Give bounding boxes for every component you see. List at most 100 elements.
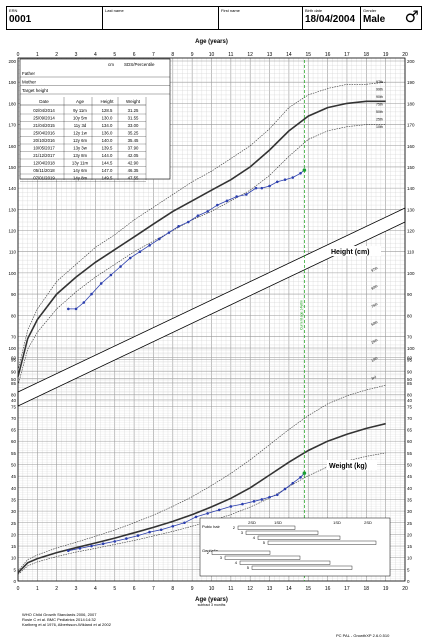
weight-measurement-point (78, 547, 82, 550)
height-y-tick-right: 130 (407, 207, 415, 212)
height-measurement-point (109, 273, 113, 277)
weight-y-tick-right: 15 (407, 544, 413, 549)
footer-refs: WHO Child Growth Standards 2006, 2007 Ro… (22, 612, 111, 627)
x-tick-bottom: 12 (247, 586, 253, 592)
height-y-tick-left: 140 (8, 186, 16, 191)
x-tick-bottom: 3 (75, 586, 78, 592)
weight-measurement-point (148, 530, 151, 534)
weight-y-tick-left: 85 (11, 381, 17, 386)
weight-y-tick-left: 100 (8, 346, 16, 351)
weight-measurement-point (260, 498, 264, 501)
table-cell: 05/11/2018 (33, 168, 55, 173)
weight-measurement-point (159, 528, 163, 532)
weight-y-tick-left: 45 (11, 474, 17, 479)
weight-latest-point (302, 471, 307, 475)
weight-measurement-point (90, 544, 93, 548)
table-cell: 21/12/2017 (33, 153, 55, 158)
x-tick-top: 3 (75, 52, 78, 58)
height-measurement-point (235, 195, 238, 198)
height-centile-label: 50th (376, 110, 383, 114)
bottom-axis-title: Age (years) (195, 597, 228, 603)
x-tick-bottom: 19 (383, 586, 389, 592)
height-centile-label: 90th (376, 95, 383, 99)
weight-measurement-point (183, 521, 186, 525)
height-median-line (17, 100, 386, 377)
weight-measurement-point (275, 493, 279, 497)
weight-title-bg (327, 460, 377, 470)
x-tick-top: 14 (286, 52, 292, 58)
weight-y-tick-left: 10 (11, 556, 17, 561)
height-y-tick-right: 90 (407, 292, 413, 297)
table-cell: 47.55 (128, 176, 139, 181)
weight-y-tick-right: 0 (407, 579, 410, 584)
table-cell: 14y 8m (73, 176, 88, 181)
height-measurement-point (90, 292, 93, 296)
height-y-tick-left: 200 (8, 59, 16, 64)
ern-label: ERN (9, 8, 18, 13)
height-y-tick-right: 80 (407, 313, 413, 318)
height-y-tick-right: 200 (407, 59, 415, 64)
genital-stage-label: 4 (235, 560, 238, 565)
weight-y-tick-right: 55 (407, 451, 413, 456)
weight-measurement-point (194, 515, 198, 519)
height-measurement-point (138, 250, 142, 253)
x-tick-bottom: 18 (364, 586, 370, 592)
weight-y-tick-right: 25 (407, 521, 413, 526)
x-tick-top: 8 (171, 52, 174, 58)
weight-centile-label: 3rd (371, 375, 377, 381)
table-cell: 33.00 (128, 123, 139, 128)
weight-y-tick-right: 100 (407, 346, 415, 351)
height-panel-title: Height (cm) (331, 249, 370, 256)
x-tick-top: 20 (402, 52, 408, 58)
weight-y-tick-right: 70 (407, 416, 413, 421)
table-cell: 149.5 (102, 176, 113, 181)
height-measurement-point (291, 176, 295, 179)
height-measurement-point (206, 210, 209, 213)
weight-y-tick-right: 95 (407, 358, 413, 363)
height-centile-label: 10th (376, 125, 383, 129)
height-y-tick-right: 140 (407, 186, 415, 191)
weight-measurement-point (299, 476, 302, 479)
weight-measurement-point (283, 487, 287, 491)
weight-y-tick-left: 55 (11, 451, 17, 456)
x-tick-top: 5 (113, 52, 116, 58)
table-cell: 134.0 (102, 123, 113, 128)
height-upper-centile-line (17, 81, 386, 371)
puberty-sd-label: 2SD (248, 520, 256, 525)
table-parent-row: Target height (22, 88, 49, 93)
table-cell: 12y 1w (73, 131, 88, 136)
weight-y-tick-right: 10 (407, 556, 413, 561)
height-y-tick-right: 40 (407, 398, 413, 403)
table-cell: 42.90 (128, 161, 139, 166)
x-tick-bottom: 5 (113, 586, 116, 592)
x-tick-bottom: 8 (171, 586, 174, 592)
height-y-tick-right: 70 (407, 334, 413, 339)
height-y-tick-left: 90 (11, 292, 17, 297)
weight-y-tick-left: 75 (11, 404, 17, 409)
male-symbol-icon: ♂ (404, 7, 419, 26)
height-centile-label: 75th (376, 103, 383, 107)
x-tick-top: 0 (17, 52, 20, 58)
weight-y-tick-left: 35 (11, 497, 17, 502)
x-tick-bottom: 10 (209, 586, 215, 592)
table-header: Age (76, 99, 85, 104)
table-cell: 07/01/2019 (33, 176, 55, 181)
table-cell: 147.0 (102, 168, 113, 173)
weight-centile-label: 90th (371, 284, 379, 291)
height-measurement-point (128, 256, 132, 260)
height-y-tick-right: 190 (407, 80, 415, 85)
table-cell: 140.0 (102, 138, 113, 143)
weight-lower-centile-line (17, 452, 386, 575)
weight-measurement-point (206, 512, 209, 515)
table-cell: 13y 11m (72, 161, 89, 166)
gender-value: Male (363, 14, 386, 25)
plot-frame (17, 57, 406, 582)
birth-date-cell: Birth date 18/04/2004 (303, 7, 361, 29)
weight-y-tick-right: 50 (407, 463, 413, 468)
weight-measurement-line (68, 472, 305, 552)
height-y-tick-right: 60 (407, 356, 413, 361)
weight-y-tick-left: 0 (13, 579, 16, 584)
weight-y-tick-left: 5 (13, 567, 16, 572)
last-name-label: Last name (105, 8, 124, 13)
height-y-tick-left: 180 (8, 101, 16, 106)
